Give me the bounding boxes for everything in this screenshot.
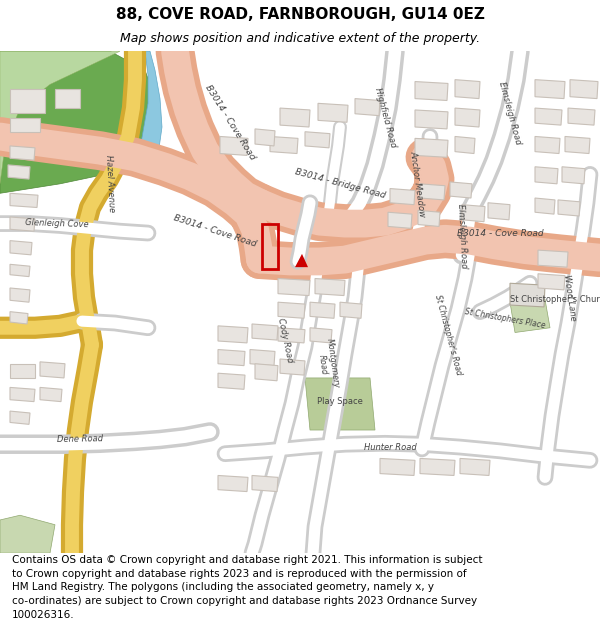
Polygon shape xyxy=(252,324,278,340)
Polygon shape xyxy=(562,167,585,184)
Polygon shape xyxy=(305,378,375,430)
Polygon shape xyxy=(310,328,332,343)
Polygon shape xyxy=(10,217,35,231)
Polygon shape xyxy=(10,264,30,277)
Polygon shape xyxy=(488,202,510,220)
Polygon shape xyxy=(138,51,162,169)
Polygon shape xyxy=(10,288,30,302)
Polygon shape xyxy=(0,515,55,553)
Polygon shape xyxy=(535,198,555,214)
Text: Wood Lane: Wood Lane xyxy=(562,274,578,321)
Text: Play Space: Play Space xyxy=(317,397,363,406)
Polygon shape xyxy=(10,193,38,208)
Polygon shape xyxy=(420,458,455,476)
Polygon shape xyxy=(450,182,472,198)
Polygon shape xyxy=(310,302,335,318)
Text: Dene Road: Dene Road xyxy=(57,434,103,444)
Polygon shape xyxy=(218,373,245,389)
Polygon shape xyxy=(10,89,45,112)
Polygon shape xyxy=(10,241,32,255)
Polygon shape xyxy=(390,189,415,204)
Text: Elmsleigh Road: Elmsleigh Road xyxy=(497,81,523,145)
Bar xyxy=(262,224,278,269)
Polygon shape xyxy=(270,136,298,154)
Polygon shape xyxy=(340,302,362,318)
Polygon shape xyxy=(8,165,30,179)
Polygon shape xyxy=(415,81,448,101)
Polygon shape xyxy=(278,302,305,318)
Polygon shape xyxy=(10,364,35,378)
Polygon shape xyxy=(460,458,490,476)
Text: Anchor Meadow: Anchor Meadow xyxy=(409,150,427,218)
Text: Cody Road: Cody Road xyxy=(276,317,294,363)
Text: Highfield Road: Highfield Road xyxy=(373,87,397,149)
Text: B3014 - Bridge Road: B3014 - Bridge Road xyxy=(294,168,386,200)
Polygon shape xyxy=(558,200,580,216)
Polygon shape xyxy=(218,349,245,366)
Text: B3014 - Cove Road: B3014 - Cove Road xyxy=(457,229,544,238)
Text: B3014 - Cove Road: B3014 - Cove Road xyxy=(172,214,257,249)
Polygon shape xyxy=(255,129,275,146)
Polygon shape xyxy=(305,132,330,148)
Polygon shape xyxy=(418,211,440,226)
Polygon shape xyxy=(462,204,485,222)
Polygon shape xyxy=(415,138,448,158)
Polygon shape xyxy=(55,89,80,108)
Text: Map shows position and indicative extent of the property.: Map shows position and indicative extent… xyxy=(120,32,480,45)
Polygon shape xyxy=(295,254,308,267)
Polygon shape xyxy=(510,283,545,307)
Text: Hazel Avenue: Hazel Avenue xyxy=(104,155,116,212)
Polygon shape xyxy=(538,250,568,267)
Text: Glenleigh Cove: Glenleigh Cove xyxy=(25,218,89,229)
Polygon shape xyxy=(40,388,62,402)
Polygon shape xyxy=(218,326,248,343)
Text: St Christophers Place: St Christophers Place xyxy=(464,307,546,330)
Text: St Christopher's Church: St Christopher's Church xyxy=(510,295,600,304)
Text: B3014 - Cove Road: B3014 - Cove Road xyxy=(203,83,257,161)
Polygon shape xyxy=(425,167,440,202)
Polygon shape xyxy=(568,108,595,125)
Polygon shape xyxy=(535,136,560,154)
Polygon shape xyxy=(538,274,565,290)
Polygon shape xyxy=(535,79,565,99)
Polygon shape xyxy=(278,279,310,296)
Text: St Christopher's Road: St Christopher's Road xyxy=(433,294,463,376)
Polygon shape xyxy=(255,364,278,381)
Polygon shape xyxy=(252,476,278,492)
Polygon shape xyxy=(10,118,40,132)
Text: Contains OS data © Crown copyright and database right 2021. This information is : Contains OS data © Crown copyright and d… xyxy=(12,555,482,619)
Polygon shape xyxy=(415,110,448,129)
Polygon shape xyxy=(535,108,562,125)
Polygon shape xyxy=(40,362,65,378)
Polygon shape xyxy=(218,476,248,492)
Polygon shape xyxy=(455,108,480,127)
Polygon shape xyxy=(280,108,310,127)
Polygon shape xyxy=(318,103,348,122)
Polygon shape xyxy=(10,312,28,324)
Polygon shape xyxy=(455,136,475,154)
Polygon shape xyxy=(0,51,155,193)
Text: Montgomery
Road: Montgomery Road xyxy=(315,338,341,390)
Polygon shape xyxy=(380,458,415,476)
Polygon shape xyxy=(455,79,480,99)
Polygon shape xyxy=(565,136,590,154)
Polygon shape xyxy=(570,79,598,99)
Polygon shape xyxy=(535,167,558,184)
Polygon shape xyxy=(10,388,35,402)
Polygon shape xyxy=(315,279,345,296)
Polygon shape xyxy=(0,51,120,184)
Polygon shape xyxy=(510,299,550,332)
Polygon shape xyxy=(355,99,380,116)
Text: 88, COVE ROAD, FARNBOROUGH, GU14 0EZ: 88, COVE ROAD, FARNBOROUGH, GU14 0EZ xyxy=(116,7,484,22)
Polygon shape xyxy=(420,184,445,200)
Polygon shape xyxy=(388,213,412,228)
Polygon shape xyxy=(250,349,275,366)
Text: Hunter Road: Hunter Road xyxy=(364,442,416,452)
Polygon shape xyxy=(280,359,305,375)
Polygon shape xyxy=(10,411,30,424)
Text: Elmsleigh Road: Elmsleigh Road xyxy=(456,203,468,269)
Polygon shape xyxy=(220,136,248,156)
Polygon shape xyxy=(278,328,305,343)
Polygon shape xyxy=(10,146,35,160)
